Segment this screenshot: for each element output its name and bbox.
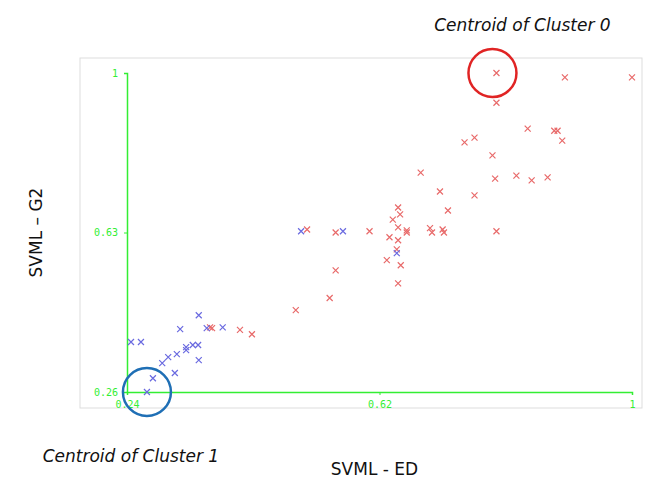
centroid-circle (468, 49, 516, 97)
point (304, 226, 310, 232)
x-tick: 1 (629, 392, 635, 410)
point (429, 230, 435, 236)
point (629, 74, 635, 80)
point (493, 70, 499, 76)
point (159, 360, 165, 366)
plot-area (128, 70, 635, 395)
point (249, 331, 255, 337)
point (441, 230, 447, 236)
point (204, 325, 210, 331)
point (144, 389, 150, 395)
point (545, 174, 551, 180)
y-tick-label: 0.63 (94, 227, 118, 238)
point (562, 74, 568, 80)
centroid-circle (123, 368, 171, 416)
point (340, 228, 346, 234)
point (128, 339, 134, 345)
point (395, 280, 401, 286)
point (395, 204, 401, 210)
point (418, 170, 424, 176)
y-tick-mark (124, 73, 127, 74)
y-tick: 1 (112, 68, 127, 79)
y-tick: 0.63 (94, 227, 127, 238)
point (138, 339, 144, 345)
point (220, 324, 226, 330)
point (525, 126, 531, 132)
point (551, 128, 557, 134)
point (397, 211, 403, 217)
x-tick-mark (632, 392, 633, 395)
x-axis-line (128, 393, 633, 396)
point (404, 230, 410, 236)
point (150, 375, 156, 381)
point (190, 342, 196, 348)
point (209, 325, 215, 331)
series-0 (207, 70, 635, 337)
point (195, 342, 201, 348)
point (327, 295, 333, 301)
point (165, 354, 171, 360)
x-tick-label: 0.62 (368, 399, 392, 410)
annotations: Centroid of Cluster 0 Centroid of Cluster… (43, 15, 611, 466)
point (293, 307, 299, 313)
point (445, 208, 451, 214)
series-1 (128, 228, 400, 395)
point (493, 100, 499, 106)
point (555, 128, 561, 134)
point (333, 230, 339, 236)
point (183, 347, 189, 353)
point (367, 228, 373, 234)
point (437, 189, 443, 195)
point (513, 173, 519, 179)
point (333, 267, 339, 273)
point (386, 234, 392, 240)
y-axis-title: SVML – G2 (26, 188, 46, 278)
point (237, 327, 243, 333)
y-tick-mark (124, 233, 127, 234)
point (462, 139, 468, 145)
point (472, 135, 478, 141)
point (489, 152, 495, 158)
x-tick: 0.62 (368, 392, 392, 410)
point (172, 370, 178, 376)
point (394, 250, 400, 256)
point (384, 257, 390, 263)
point (174, 351, 180, 357)
y-tick-label: 0.26 (94, 387, 118, 398)
x-axis: 0.240.621 (115, 392, 635, 410)
point (493, 228, 499, 234)
x-axis-title: SVML - ED (331, 459, 418, 479)
x-tick-label: 1 (629, 399, 635, 410)
x-tick-mark (380, 392, 381, 395)
point (177, 326, 183, 332)
y-axis: 0.26 0.63 1 (94, 68, 128, 398)
point (298, 228, 304, 234)
point (183, 344, 189, 350)
y-axis-line (124, 74, 128, 393)
annotation-text: Centroid of Cluster 0 (434, 15, 610, 35)
plot-frame (80, 58, 642, 408)
y-tick-label: 1 (112, 68, 118, 79)
point (196, 357, 202, 363)
point (529, 177, 535, 183)
point (559, 138, 565, 144)
point (395, 224, 401, 230)
point (472, 192, 478, 198)
point (390, 217, 396, 223)
annotation-text: Centroid of Cluster 1 (43, 446, 219, 466)
point (196, 312, 202, 318)
point (492, 176, 498, 182)
chart: 0.240.6210.260.631SVML - EDSVML – G2Cent… (0, 0, 662, 489)
point (395, 237, 401, 243)
point (398, 262, 404, 268)
y-tick-mark (124, 392, 127, 393)
